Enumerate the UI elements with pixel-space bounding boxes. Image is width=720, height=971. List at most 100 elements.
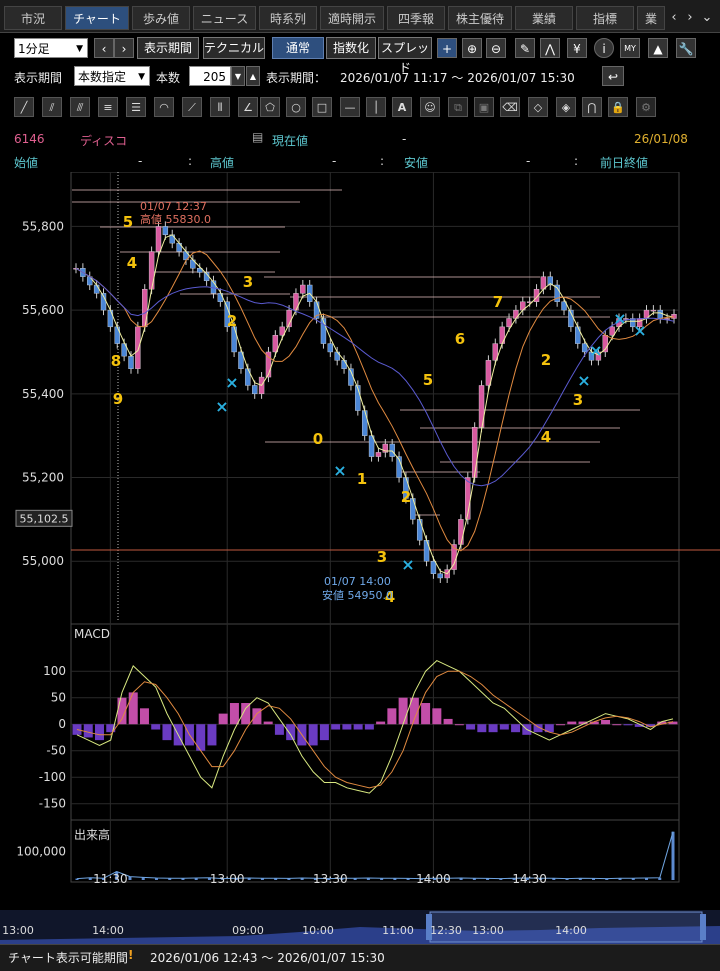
candle-body — [513, 309, 519, 319]
fib-retracement-icon[interactable]: ☰ — [126, 97, 146, 117]
volume-bar — [168, 878, 172, 880]
stepper-down-icon[interactable]: ▼ — [231, 66, 245, 86]
info-icon[interactable]: i — [594, 38, 614, 58]
prev-arrow-icon[interactable]: ‹ — [94, 38, 114, 58]
navigator-svg[interactable]: 13:00 14:00 09:00 10:00 11:00 12:30 13:00 14:00 — [0, 910, 720, 944]
lock-icon[interactable]: 🔒 — [608, 97, 628, 117]
wrench-icon[interactable]: 🔧 — [676, 38, 696, 58]
volume-bar — [459, 878, 463, 880]
macd-histogram-bar — [409, 697, 419, 725]
horizontal-line-icon[interactable]: — — [340, 97, 360, 117]
fib-count-label: 4 — [541, 428, 551, 446]
erase-all-icon[interactable]: ◈ — [556, 97, 576, 117]
chart-area[interactable]: 9 8 5 4 3 2 0 1 2 3 4 5 6 7 2 3 4 × × × × × × × × 01/07 12:37 高値 5… — [0, 171, 720, 886]
volume-title: 出来高 — [74, 827, 110, 842]
candle-body — [650, 309, 657, 312]
high-annotation-time: 01/07 12:37 — [140, 200, 207, 213]
period-mode-value: 本数指定 — [78, 70, 127, 84]
candle-body — [93, 284, 100, 294]
volume-bar — [406, 878, 410, 880]
spread-mode-button[interactable]: スプレッド — [378, 37, 432, 75]
candle-body — [581, 343, 588, 353]
technical-button[interactable]: テクニカル — [203, 37, 265, 59]
zoom-out-icon[interactable]: ⊖ — [486, 38, 506, 58]
line-style-icon[interactable]: ⋀ — [540, 38, 560, 58]
chevron-left-icon[interactable]: ‹ — [671, 10, 677, 25]
candle-body — [430, 561, 437, 574]
my-settings-icon[interactable]: MY — [620, 38, 640, 58]
next-arrow-icon[interactable]: › — [114, 38, 134, 58]
zoom-in-icon[interactable]: ⊕ — [462, 38, 482, 58]
rectangle-icon[interactable]: □ — [312, 97, 332, 117]
tab-disclosure[interactable]: 適時開示 — [320, 6, 384, 30]
period-row: 表示期間 本数指定 ▼ 本数 205 ▼ ▲ 表示期間： 2026/01/07 1… — [0, 64, 720, 90]
stamp-icon[interactable]: ☺ — [420, 97, 440, 117]
copy-icon: ⧉ — [448, 97, 468, 117]
horizontal-lines-icon[interactable]: ≡ — [98, 97, 118, 117]
arc-icon[interactable]: ◠ — [154, 97, 174, 117]
navigator-handle-left[interactable] — [426, 914, 432, 940]
macd-histogram-bar — [83, 724, 93, 738]
tab-news[interactable]: ニュース — [193, 6, 256, 30]
macd-histogram-bar — [634, 724, 644, 727]
macd-histogram-bar — [612, 724, 622, 726]
navigator-window[interactable] — [429, 911, 703, 943]
volume-bar — [446, 878, 450, 880]
tab-shikiho[interactable]: 四季報 — [387, 6, 445, 30]
chevron-down-icon[interactable]: ⌄ — [701, 10, 713, 25]
tab-market[interactable]: 市況 — [4, 6, 62, 30]
plus-icon[interactable]: + — [437, 38, 457, 58]
interval-select[interactable]: 1分足 ▼ — [14, 38, 88, 58]
period-mode-select[interactable]: 本数指定 ▼ — [74, 66, 150, 86]
price-tick-label: 55,200 — [22, 471, 64, 485]
ruler-icon[interactable]: ⫽ — [42, 97, 62, 117]
button-label: スプレッド — [380, 41, 429, 75]
fan-icon[interactable]: ⟋ — [182, 97, 202, 117]
prev-close-label: 前日終値 — [600, 156, 649, 170]
chevron-right-icon[interactable]: › — [687, 10, 693, 25]
magnet-icon[interactable]: ⋂ — [582, 97, 602, 117]
pentagon-icon[interactable]: ⬠ — [260, 97, 280, 117]
navigator-handle-right[interactable] — [700, 914, 706, 940]
trendline-icon[interactable]: ╱ — [14, 97, 34, 117]
volume-bar — [552, 878, 556, 880]
tab-chart[interactable]: チャート — [65, 6, 129, 30]
tab-label: 適時開示 — [327, 12, 376, 26]
normal-mode-button[interactable]: 通常 — [272, 37, 324, 59]
text-icon[interactable]: A — [392, 97, 412, 117]
volume-bar — [380, 878, 384, 880]
volume-bar — [631, 878, 635, 880]
parallel-lines-icon[interactable]: ⫻ — [70, 97, 90, 117]
navigator-tick-label: 13:00 — [472, 924, 504, 937]
tab-more[interactable]: 業 — [637, 6, 665, 30]
yen-icon[interactable]: ¥ — [567, 38, 587, 58]
tab-label: 指標 — [592, 12, 617, 26]
index-mode-button[interactable]: 指数化 — [326, 37, 376, 59]
vertical-lines-icon[interactable]: ⦀ — [210, 97, 230, 117]
drawing-tools: ╱ ⫽ ⫻ ≡ ☰ ◠ ⟋ ⦀ ∠ ⬠ ○ □ — │ A ☺ ⧉ ▣ ⌫ ◇ … — [0, 94, 720, 122]
tab-label: 市況 — [20, 12, 45, 26]
erase-one-icon[interactable]: ◇ — [528, 97, 548, 117]
stepper-up-icon[interactable]: ▲ — [246, 66, 260, 86]
macd-macd-line — [76, 660, 674, 794]
candle-body — [327, 343, 334, 353]
count-input[interactable]: 205 — [189, 66, 231, 86]
undo-icon[interactable]: ↩ — [602, 66, 624, 86]
circle-icon[interactable]: ○ — [286, 97, 306, 117]
chart-type-icon[interactable]: ▲ — [648, 38, 668, 58]
tab-earnings[interactable]: 業績 — [515, 6, 573, 30]
vertical-line-icon[interactable]: │ — [366, 97, 386, 117]
angle-icon[interactable]: ∠ — [238, 97, 258, 117]
tab-indicators[interactable]: 指標 — [576, 6, 634, 30]
tab-benefits[interactable]: 株主優待 — [448, 6, 512, 30]
moving-average-line — [75, 250, 675, 552]
navigator[interactable]: 13:00 14:00 09:00 10:00 11:00 12:30 13:00 14:00 — [0, 910, 720, 944]
low-annotation-value: 安値 54950.0 — [322, 588, 393, 602]
macd-histogram-bar — [398, 697, 408, 725]
eraser-icon[interactable]: ⌫ — [500, 97, 520, 117]
tab-ticks[interactable]: 歩み値 — [132, 6, 190, 30]
pencil-icon[interactable]: ✎ — [515, 38, 535, 58]
tab-timeseries[interactable]: 時系列 — [259, 6, 317, 30]
display-period-button[interactable]: 表示期間 — [137, 37, 199, 59]
